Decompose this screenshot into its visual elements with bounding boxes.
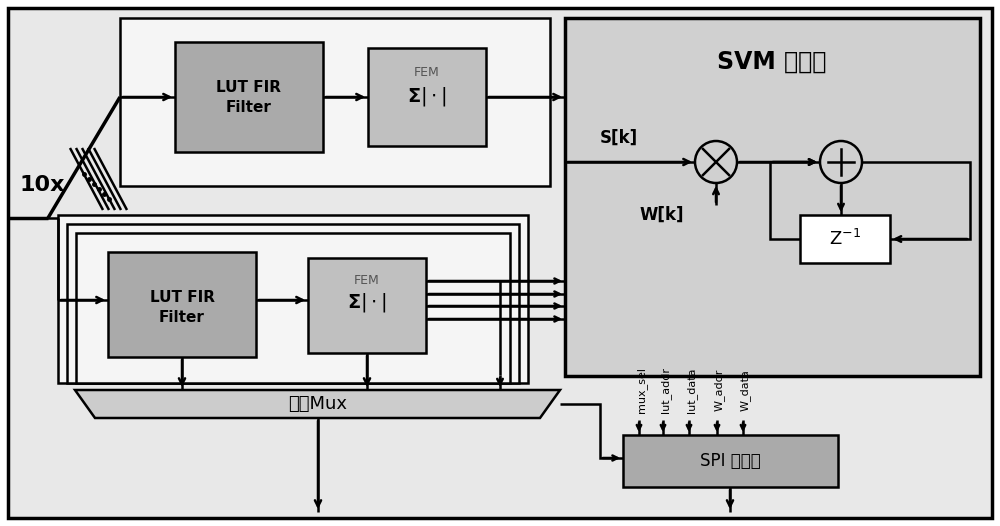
- Text: W_addr: W_addr: [714, 369, 725, 411]
- Bar: [175, 42, 323, 152]
- Bar: [565, 18, 980, 376]
- Bar: [76, 233, 510, 383]
- Polygon shape: [75, 390, 560, 418]
- Text: 10x: 10x: [19, 175, 65, 195]
- Text: FEM: FEM: [414, 66, 440, 78]
- Text: SVM 分类器: SVM 分类器: [717, 50, 827, 74]
- Text: LUT FIR: LUT FIR: [150, 289, 214, 305]
- Text: lut_addr: lut_addr: [660, 367, 671, 413]
- Text: S[k]: S[k]: [600, 129, 638, 147]
- Text: LUT FIR: LUT FIR: [216, 79, 282, 95]
- Bar: [623, 435, 838, 487]
- Bar: [67, 224, 519, 383]
- Text: Z$^{-1}$: Z$^{-1}$: [829, 229, 861, 249]
- Text: SPI 从接口: SPI 从接口: [700, 452, 760, 470]
- Text: Filter: Filter: [226, 99, 272, 115]
- Text: Filter: Filter: [159, 309, 205, 325]
- Text: 输出Mux: 输出Mux: [288, 395, 348, 413]
- Text: $\mathbf{\Sigma}|\cdot|$: $\mathbf{\Sigma}|\cdot|$: [407, 85, 447, 107]
- Text: mux_sel: mux_sel: [636, 367, 647, 413]
- Text: W[k]: W[k]: [640, 206, 684, 224]
- Text: lut_data: lut_data: [686, 367, 697, 413]
- Bar: [120, 18, 550, 186]
- Bar: [308, 258, 426, 353]
- Circle shape: [695, 141, 737, 183]
- Circle shape: [820, 141, 862, 183]
- Bar: [800, 215, 890, 263]
- Bar: [58, 215, 528, 383]
- Bar: [108, 252, 256, 357]
- Bar: [368, 48, 486, 146]
- Text: W_data: W_data: [740, 369, 751, 411]
- Text: FEM: FEM: [354, 274, 380, 287]
- Text: $\mathbf{\Sigma}|\cdot|$: $\mathbf{\Sigma}|\cdot|$: [347, 290, 387, 313]
